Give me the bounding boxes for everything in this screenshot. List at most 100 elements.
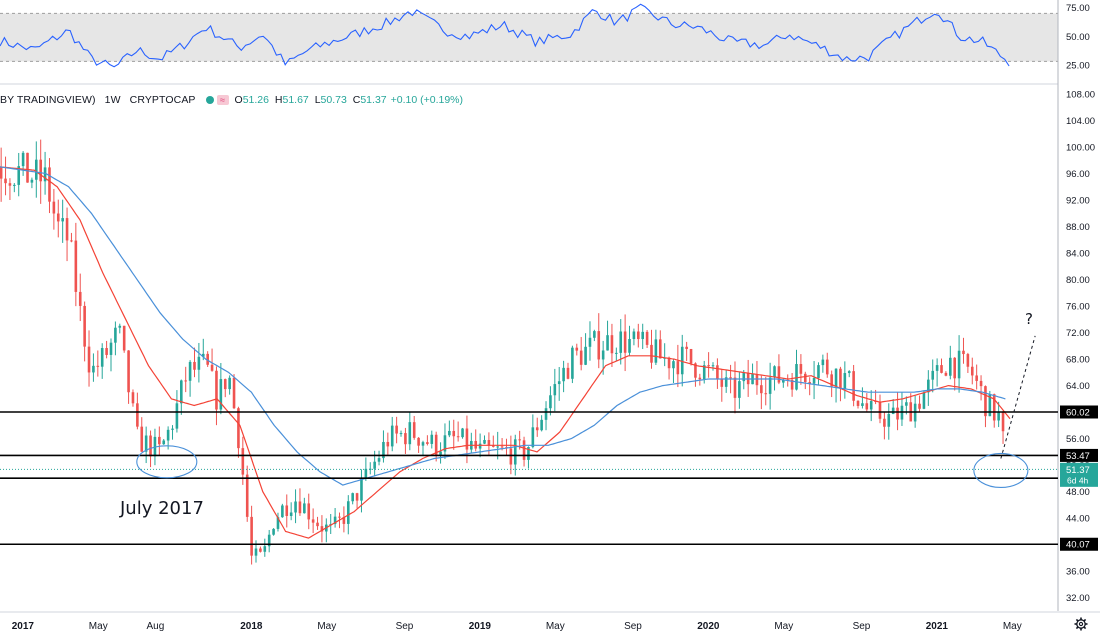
candle-body: [412, 422, 416, 438]
settings-gear-icon[interactable]: [1074, 617, 1088, 631]
candle-body: [689, 348, 693, 364]
candle-body: [105, 348, 108, 355]
candle-body: [575, 347, 579, 351]
candle-body: [78, 291, 82, 306]
candle-body: [535, 427, 539, 431]
candle-body: [316, 522, 319, 527]
candle-body: [355, 493, 359, 501]
low-value: 50.73: [320, 94, 347, 106]
projection-line: [1000, 335, 1036, 459]
candle-body: [197, 356, 201, 370]
candle-body: [465, 428, 469, 450]
candle-body: [333, 516, 337, 525]
candle-body: [210, 364, 214, 371]
oscillator-tick-label: 50.00: [1066, 32, 1090, 43]
candle-body: [100, 348, 104, 367]
candle-body: [676, 361, 680, 375]
candle-body: [223, 379, 227, 390]
candle-body: [272, 528, 275, 535]
candle-body: [144, 435, 148, 452]
candle-body: [777, 366, 781, 383]
close-label: C: [352, 94, 361, 106]
candle-body: [992, 394, 996, 421]
candle-body: [553, 384, 557, 396]
candle-body: [39, 159, 42, 182]
candle-body: [733, 377, 737, 398]
candle-body: [92, 365, 95, 373]
candle-body: [166, 429, 170, 441]
candle-body: [962, 350, 965, 355]
candle-body: [250, 516, 253, 556]
candle-body: [619, 331, 623, 353]
candle-body: [593, 331, 596, 338]
candle-body: [452, 430, 456, 437]
candle-body: [698, 377, 702, 380]
candle-body: [487, 439, 491, 446]
legend-status[interactable]: ≈: [205, 95, 229, 105]
legend-interval: 1W: [104, 94, 121, 106]
level-tag-label: 53.47: [1066, 451, 1090, 462]
time-axis: 2017 May Aug 2018 May Sep 2019 May Sep 2020 May Sep…: [12, 621, 1022, 632]
candle-body: [289, 512, 293, 516]
candle-body: [953, 357, 956, 379]
candle-body: [628, 339, 631, 353]
candle-body: [320, 526, 324, 532]
july-2017-label: July 2017: [120, 498, 204, 519]
candle-body: [48, 167, 51, 202]
time-tick-label: 2018: [240, 621, 263, 632]
candle-body: [729, 377, 732, 379]
candle-body: [887, 414, 891, 427]
candle-body: [799, 364, 803, 374]
time-tick-label: May: [1003, 621, 1022, 632]
candle-body: [21, 152, 25, 167]
price-grid: [0, 0, 1100, 613]
candle-body: [922, 392, 926, 409]
candle-body: [162, 440, 166, 445]
candle-body: [645, 331, 649, 345]
time-tick-label: 2020: [697, 621, 720, 632]
candle-body: [970, 366, 974, 376]
price-axis: 108.00 104.00 100.00 96.00 92.00 88.00 84.00 80…: [1060, 89, 1098, 604]
open-value: 51.26: [242, 94, 269, 106]
candle-body: [896, 407, 899, 420]
candle-body: [1001, 411, 1005, 432]
candle-body: [637, 331, 640, 340]
candle-body: [377, 458, 381, 462]
candle-body: [184, 380, 188, 382]
candle-body: [395, 425, 398, 434]
candle-body: [30, 179, 34, 183]
candle-body: [430, 434, 434, 444]
time-tick-label: Sep: [853, 621, 871, 632]
price-tick-label: 84.00: [1066, 249, 1090, 260]
slow-ma-line: [0, 166, 1006, 486]
candle-body: [984, 386, 987, 417]
candle-body: [237, 408, 240, 449]
candle-body: [817, 365, 820, 378]
legend-symbol[interactable]: BY TRADINGVIEW) 1W CRYPTOCAP: [0, 94, 196, 106]
candle-body: [122, 325, 126, 351]
candle-body: [540, 419, 543, 431]
time-tick-label: May: [546, 621, 565, 632]
candle-body: [215, 370, 218, 410]
time-tick-label: Sep: [624, 621, 642, 632]
price-tick-label: 36.00: [1066, 567, 1090, 578]
candle-body: [948, 357, 952, 376]
candle-body: [803, 373, 807, 383]
candle-body: [544, 408, 548, 420]
candle-body: [294, 501, 297, 513]
candle-body: [338, 516, 341, 518]
candle-body: [114, 327, 117, 343]
horizontal-levels: [0, 411, 1058, 546]
candle-body: [443, 435, 447, 452]
candle-body: [821, 359, 825, 366]
candle-body: [500, 446, 504, 448]
candle-body: [979, 380, 983, 387]
current-zone-circle: [973, 452, 1029, 489]
candle-body: [461, 428, 464, 438]
candle-body: [368, 468, 372, 470]
close-value: 51.37: [360, 94, 387, 106]
candle-body: [496, 446, 499, 448]
candle-body: [869, 401, 873, 410]
time-tick-label: May: [89, 621, 108, 632]
candle-body: [56, 213, 60, 222]
